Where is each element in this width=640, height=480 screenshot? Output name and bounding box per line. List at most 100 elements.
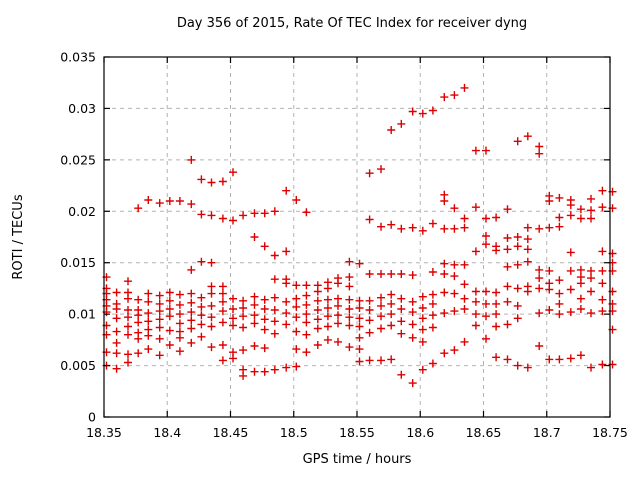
data-point	[587, 206, 595, 215]
data-point	[218, 289, 227, 298]
data-point	[292, 313, 301, 322]
data-point	[155, 291, 164, 300]
data-point	[270, 317, 279, 326]
data-point	[302, 310, 311, 319]
data-point	[345, 273, 354, 282]
data-point	[302, 348, 311, 357]
data-point	[492, 246, 501, 255]
data-point	[239, 296, 248, 305]
data-point	[387, 270, 396, 278]
x-tick-label: 18.5	[280, 425, 308, 440]
data-point	[250, 319, 259, 328]
data-point	[302, 291, 311, 300]
data-point	[187, 338, 196, 347]
data-point	[345, 343, 354, 352]
data-point	[155, 307, 164, 316]
data-point	[144, 345, 153, 354]
y-axis-label: ROTI / TECUs	[11, 194, 26, 279]
data-point	[450, 272, 459, 281]
data-point	[492, 213, 501, 222]
data-point	[598, 247, 607, 256]
data-point	[165, 197, 174, 205]
data-point	[207, 211, 216, 220]
data-point	[555, 355, 564, 364]
data-point	[175, 300, 184, 309]
data-point	[124, 330, 132, 339]
data-point	[450, 204, 459, 213]
data-point	[144, 196, 153, 204]
data-point	[187, 324, 196, 333]
data-point	[503, 234, 512, 242]
data-point	[239, 304, 248, 312]
data-point	[503, 320, 512, 329]
x-tick-label: 18.45	[213, 425, 249, 440]
data-point	[482, 299, 490, 308]
data-point	[471, 287, 480, 296]
data-point	[282, 320, 291, 329]
data-point	[428, 268, 437, 276]
data-point	[503, 245, 512, 254]
data-point	[134, 311, 143, 320]
data-point	[155, 351, 164, 360]
data-point	[270, 329, 279, 338]
data-point	[418, 226, 427, 235]
data-point	[387, 355, 396, 364]
y-tick-label: 0.035	[60, 50, 96, 65]
data-point	[492, 353, 501, 362]
data-point	[323, 304, 332, 312]
data-point	[175, 310, 184, 319]
data-point	[187, 265, 196, 274]
data-point	[282, 279, 291, 288]
data-point	[576, 305, 585, 313]
data-point	[218, 356, 227, 365]
data-point	[523, 245, 532, 254]
data-point	[397, 370, 406, 379]
data-point	[418, 325, 427, 334]
data-point	[408, 223, 417, 232]
data-point	[387, 321, 396, 330]
data-point	[428, 359, 437, 368]
data-point	[175, 333, 184, 342]
data-point	[218, 214, 227, 223]
data-point	[397, 224, 406, 233]
data-point	[124, 294, 132, 303]
data-point	[598, 307, 607, 316]
data-point	[387, 126, 396, 134]
data-point	[440, 259, 449, 268]
data-point	[282, 297, 291, 306]
data-point	[428, 106, 437, 115]
data-point	[471, 247, 480, 256]
data-point	[334, 294, 342, 303]
data-point	[197, 210, 206, 219]
data-point	[260, 325, 269, 334]
data-point	[408, 271, 417, 280]
data-point	[165, 341, 174, 349]
data-point	[460, 214, 469, 223]
chart-title: Day 356 of 2015, Rate Of TEC Index for r…	[177, 16, 527, 31]
data-point	[365, 306, 374, 314]
data-point	[587, 194, 595, 203]
data-point	[250, 311, 259, 320]
data-point	[197, 302, 206, 311]
data-point	[165, 288, 174, 297]
data-point	[207, 301, 216, 310]
data-point	[566, 201, 575, 210]
data-point	[440, 309, 449, 318]
data-point	[313, 296, 322, 305]
data-point	[144, 297, 153, 306]
data-point	[503, 205, 512, 214]
data-point	[576, 279, 585, 288]
data-point	[292, 327, 301, 336]
data-point	[377, 301, 385, 310]
scatter-points	[102, 83, 617, 388]
data-point	[302, 281, 311, 290]
data-point	[187, 308, 196, 317]
data-point	[482, 232, 490, 240]
data-point	[523, 363, 532, 372]
data-point	[134, 349, 143, 358]
data-point	[270, 275, 279, 284]
data-point	[260, 209, 269, 218]
data-point	[482, 312, 490, 321]
data-point	[155, 323, 164, 332]
